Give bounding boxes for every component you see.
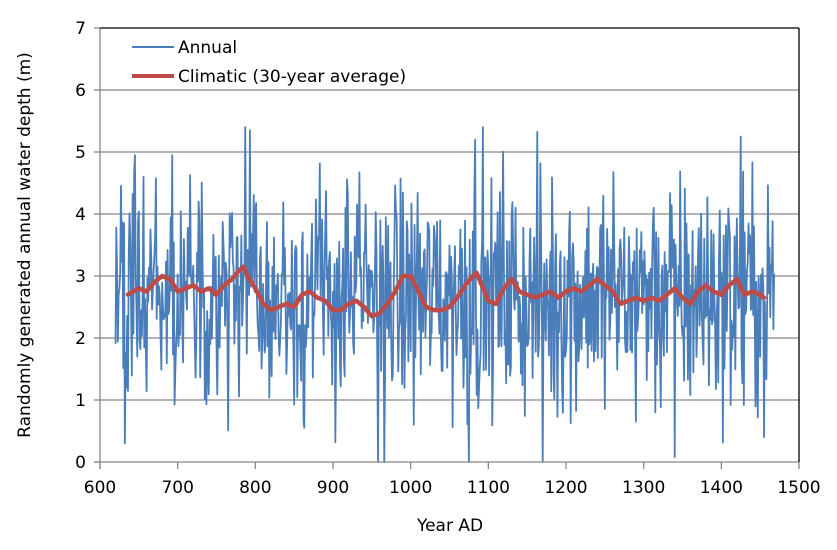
x-tick-label: 1500 — [777, 478, 820, 498]
axes — [94, 27, 800, 469]
annual-series — [114, 126, 776, 463]
x-tick-labels: 600 700 800 900 1000 1100 1200 1300 1400 1500 — [84, 478, 821, 498]
x-tick-label: 700 — [161, 478, 193, 498]
y-axis-title: Randomly generated annual water depth (m… — [15, 52, 35, 438]
legend-annual-label: Annual — [178, 38, 237, 58]
x-tick-label: 600 — [84, 478, 116, 498]
climatic-line — [125, 264, 767, 319]
legend: Annual Climatic (30-year average) — [132, 38, 406, 87]
x-tick-label: 900 — [317, 478, 349, 498]
y-tick-label: 1 — [75, 391, 86, 411]
y-tick-label: 7 — [75, 19, 86, 39]
y-tick-label: 4 — [75, 205, 86, 225]
x-axis-title: Year AD — [416, 516, 483, 536]
y-tick-label: 6 — [75, 81, 86, 101]
x-tick-label: 800 — [239, 478, 271, 498]
y-tick-label: 5 — [75, 143, 86, 163]
y-tick-label: 0 — [75, 453, 86, 473]
x-tick-label: 1300 — [622, 478, 665, 498]
y-tick-labels: 0 1 2 3 4 5 6 7 — [75, 19, 86, 473]
y-tick-label: 3 — [75, 267, 86, 287]
x-tick-label: 1100 — [467, 478, 510, 498]
x-tick-label: 1000 — [389, 478, 432, 498]
x-tick-label: 1200 — [544, 478, 587, 498]
annual-line — [114, 126, 776, 463]
x-tick-label: 1400 — [700, 478, 743, 498]
climatic-series — [125, 264, 767, 319]
y-tick-label: 2 — [75, 329, 86, 349]
legend-climatic-label: Climatic (30-year average) — [178, 67, 406, 87]
